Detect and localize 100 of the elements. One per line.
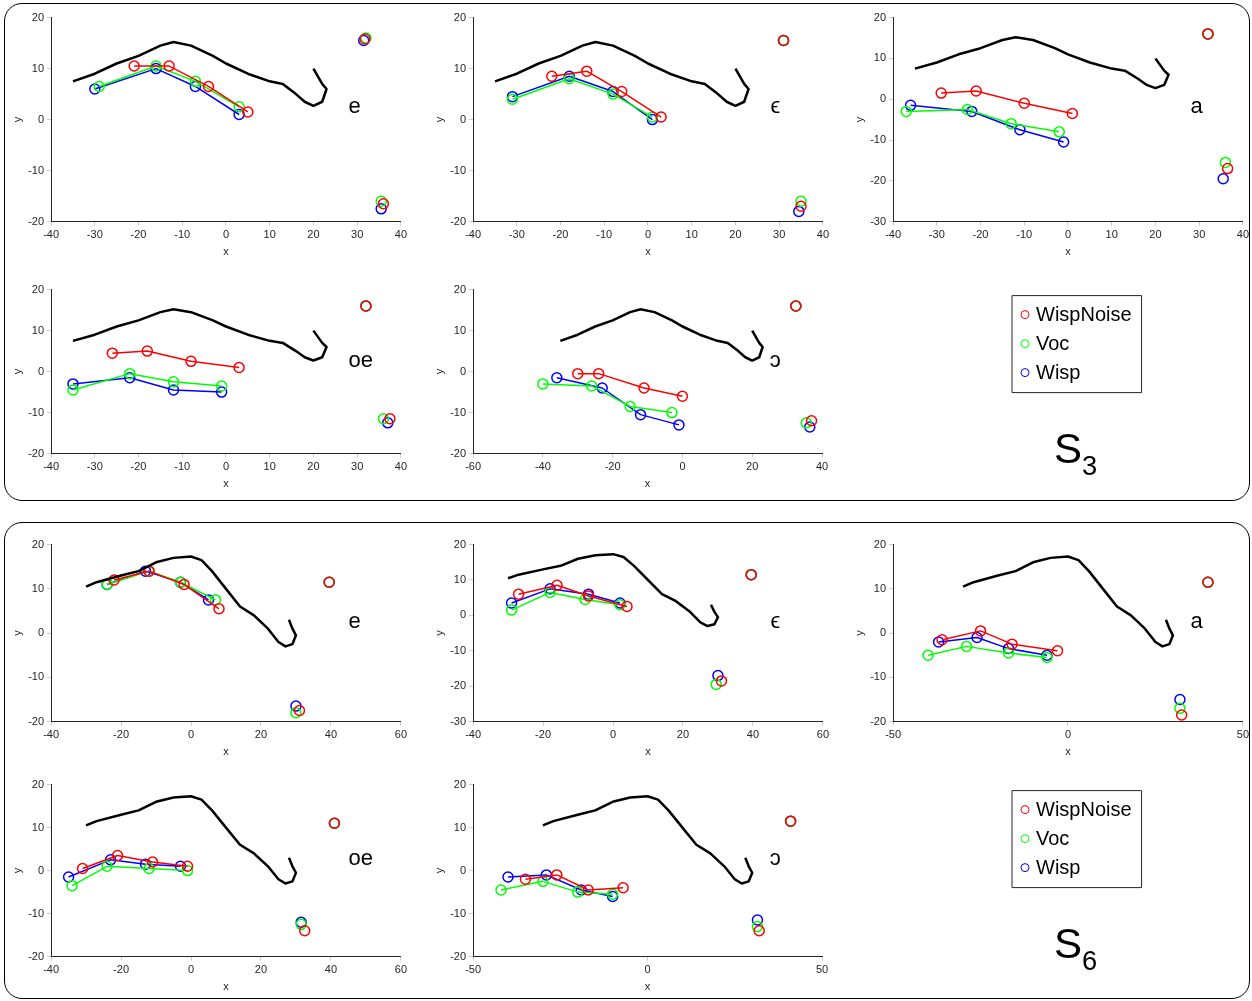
y-tick-label: 0 [459, 364, 467, 377]
x-tick-label: 0 [222, 460, 230, 473]
x-tick-label: 50 [1236, 728, 1250, 741]
x-tick-label: 10 [263, 460, 276, 473]
x-tick-label: -30 [86, 460, 103, 473]
x-tick-label: -20 [130, 460, 147, 473]
x-tick-label: 30 [351, 460, 364, 473]
y-tick-label: 20 [453, 10, 467, 23]
y-tick-label: 0 [879, 92, 887, 105]
x-tick-label: -40 [465, 728, 482, 741]
x-tick-label: -10 [1016, 228, 1033, 241]
x-axis-title: x [645, 745, 652, 758]
x-tick-label: -40 [43, 728, 60, 741]
annotation: e [348, 93, 361, 119]
x-tick-label: -20 [113, 963, 130, 976]
x-tick-label: 20 [746, 460, 759, 473]
legend-label: Voc [1036, 332, 1070, 355]
legend-label: Wisp [1036, 856, 1081, 879]
y-tick-label: -20 [450, 949, 467, 962]
x-tick-label: 30 [1193, 228, 1206, 241]
y-tick-label: -10 [450, 643, 467, 656]
x-tick-label: 40 [815, 460, 829, 473]
x-tick-label: 20 [729, 228, 742, 241]
annotation: e [348, 607, 361, 633]
y-tick-label: 20 [873, 10, 887, 23]
x-tick-label: 10 [263, 228, 276, 241]
y-axis-title: y [432, 867, 445, 874]
y-tick-label: 0 [37, 364, 45, 377]
x-tick-label: -10 [174, 228, 191, 241]
x-tick-label: -20 [130, 228, 147, 241]
y-tick-label: 10 [31, 61, 45, 74]
x-tick-label: -20 [972, 228, 989, 241]
x-axis-title: x [645, 245, 652, 258]
x-tick-label: -40 [43, 963, 60, 976]
x-tick-label: 40 [394, 228, 408, 241]
x-tick-label: 30 [351, 228, 364, 241]
y-tick-label: 20 [453, 537, 467, 550]
x-tick-label: 0 [1064, 228, 1072, 241]
x-tick-label: 0 [644, 228, 652, 241]
y-tick-label: -20 [28, 446, 45, 459]
x-tick-label: 60 [394, 963, 408, 976]
y-tick-label: 10 [453, 573, 467, 586]
x-tick-label: 0 [1064, 728, 1072, 741]
x-tick-label: -30 [928, 228, 945, 241]
y-axis-title: y [10, 116, 23, 123]
x-tick-label: -10 [174, 460, 191, 473]
y-tick-label: 10 [31, 323, 45, 336]
legend-label: Voc [1036, 827, 1070, 850]
y-axis-title: y [432, 629, 445, 636]
y-tick-label: -10 [450, 163, 467, 176]
x-axis-title: x [644, 980, 651, 993]
y-tick-label: 0 [37, 626, 45, 639]
x-tick-label: -10 [596, 228, 613, 241]
x-tick-label: 50 [815, 963, 829, 976]
x-tick-label: 40 [1236, 228, 1250, 241]
y-tick-label: 10 [453, 61, 467, 74]
y-axis-title: y [10, 629, 23, 636]
annotation: ɔ [769, 845, 781, 871]
x-tick-label: -60 [465, 460, 482, 473]
y-tick-label: -20 [28, 714, 45, 727]
y-tick-label: -10 [450, 405, 467, 418]
y-tick-label: -20 [870, 173, 887, 186]
x-tick-label: -40 [43, 228, 60, 241]
y-tick-label: -30 [450, 714, 467, 727]
x-tick-label: 20 [676, 728, 690, 741]
x-tick-label: 0 [609, 728, 617, 741]
y-tick-label: -20 [450, 679, 467, 692]
x-tick-label: 0 [187, 963, 195, 976]
x-tick-label: 10 [685, 228, 698, 241]
x-tick-label: -20 [604, 460, 621, 473]
x-axis-title: x [223, 980, 230, 993]
y-tick-label: 0 [879, 626, 887, 639]
x-tick-label: 0 [679, 460, 686, 473]
x-tick-label: 40 [816, 228, 830, 241]
x-axis-title: x [1065, 745, 1072, 758]
x-axis-title: x [223, 745, 230, 758]
x-tick-label: 20 [1149, 228, 1162, 241]
y-tick-label: -10 [870, 670, 887, 683]
x-tick-label: 0 [222, 228, 230, 241]
y-tick-label: 10 [31, 581, 45, 594]
x-tick-label: -40 [43, 460, 60, 473]
x-axis-title: x [644, 477, 651, 490]
y-tick-label: 0 [459, 112, 467, 125]
y-axis-title: y [10, 368, 23, 375]
annotation: a [1190, 93, 1204, 119]
y-tick-label: 0 [459, 863, 467, 876]
y-tick-label: 10 [453, 323, 467, 336]
y-tick-label: 0 [37, 112, 45, 125]
x-tick-label: 0 [644, 963, 651, 976]
y-tick-label: 20 [31, 777, 45, 790]
x-tick-label: 20 [307, 460, 320, 473]
annotation: ɔ [769, 346, 781, 372]
y-tick-label: -10 [28, 163, 45, 176]
x-tick-label: 20 [254, 963, 268, 976]
x-tick-label: 60 [394, 728, 408, 741]
y-tick-label: 20 [873, 537, 887, 550]
annotation: oe [348, 845, 373, 871]
y-tick-label: 20 [453, 777, 467, 790]
x-axis-title: x [223, 477, 230, 490]
y-tick-label: -20 [450, 214, 467, 227]
